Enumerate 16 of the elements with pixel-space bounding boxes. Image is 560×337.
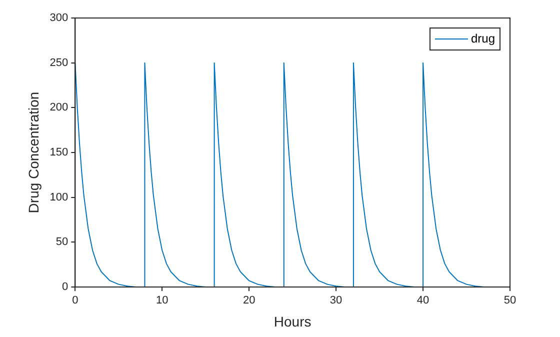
- legend-label: drug: [470, 31, 496, 46]
- y-tick-label: 0: [62, 281, 68, 294]
- x-tick-label: 40: [416, 294, 430, 307]
- y-tick-label: 200: [50, 102, 68, 114]
- x-tick-label: 30: [330, 294, 342, 307]
- y-axis-title: Drug Concentration: [25, 92, 42, 214]
- x-tick-label: 0: [72, 294, 78, 307]
- y-tick-label: 50: [56, 236, 68, 248]
- y-tick-label: 100: [50, 191, 68, 204]
- y-tick-label: 300: [50, 12, 68, 24]
- y-tick-label: 150: [50, 146, 68, 159]
- x-tick-label: 20: [242, 294, 256, 307]
- x-tick-label: 50: [504, 294, 516, 307]
- y-tick-label: 250: [50, 56, 68, 69]
- x-axis-title: Hours: [274, 313, 312, 330]
- x-tick-label: 10: [156, 294, 168, 307]
